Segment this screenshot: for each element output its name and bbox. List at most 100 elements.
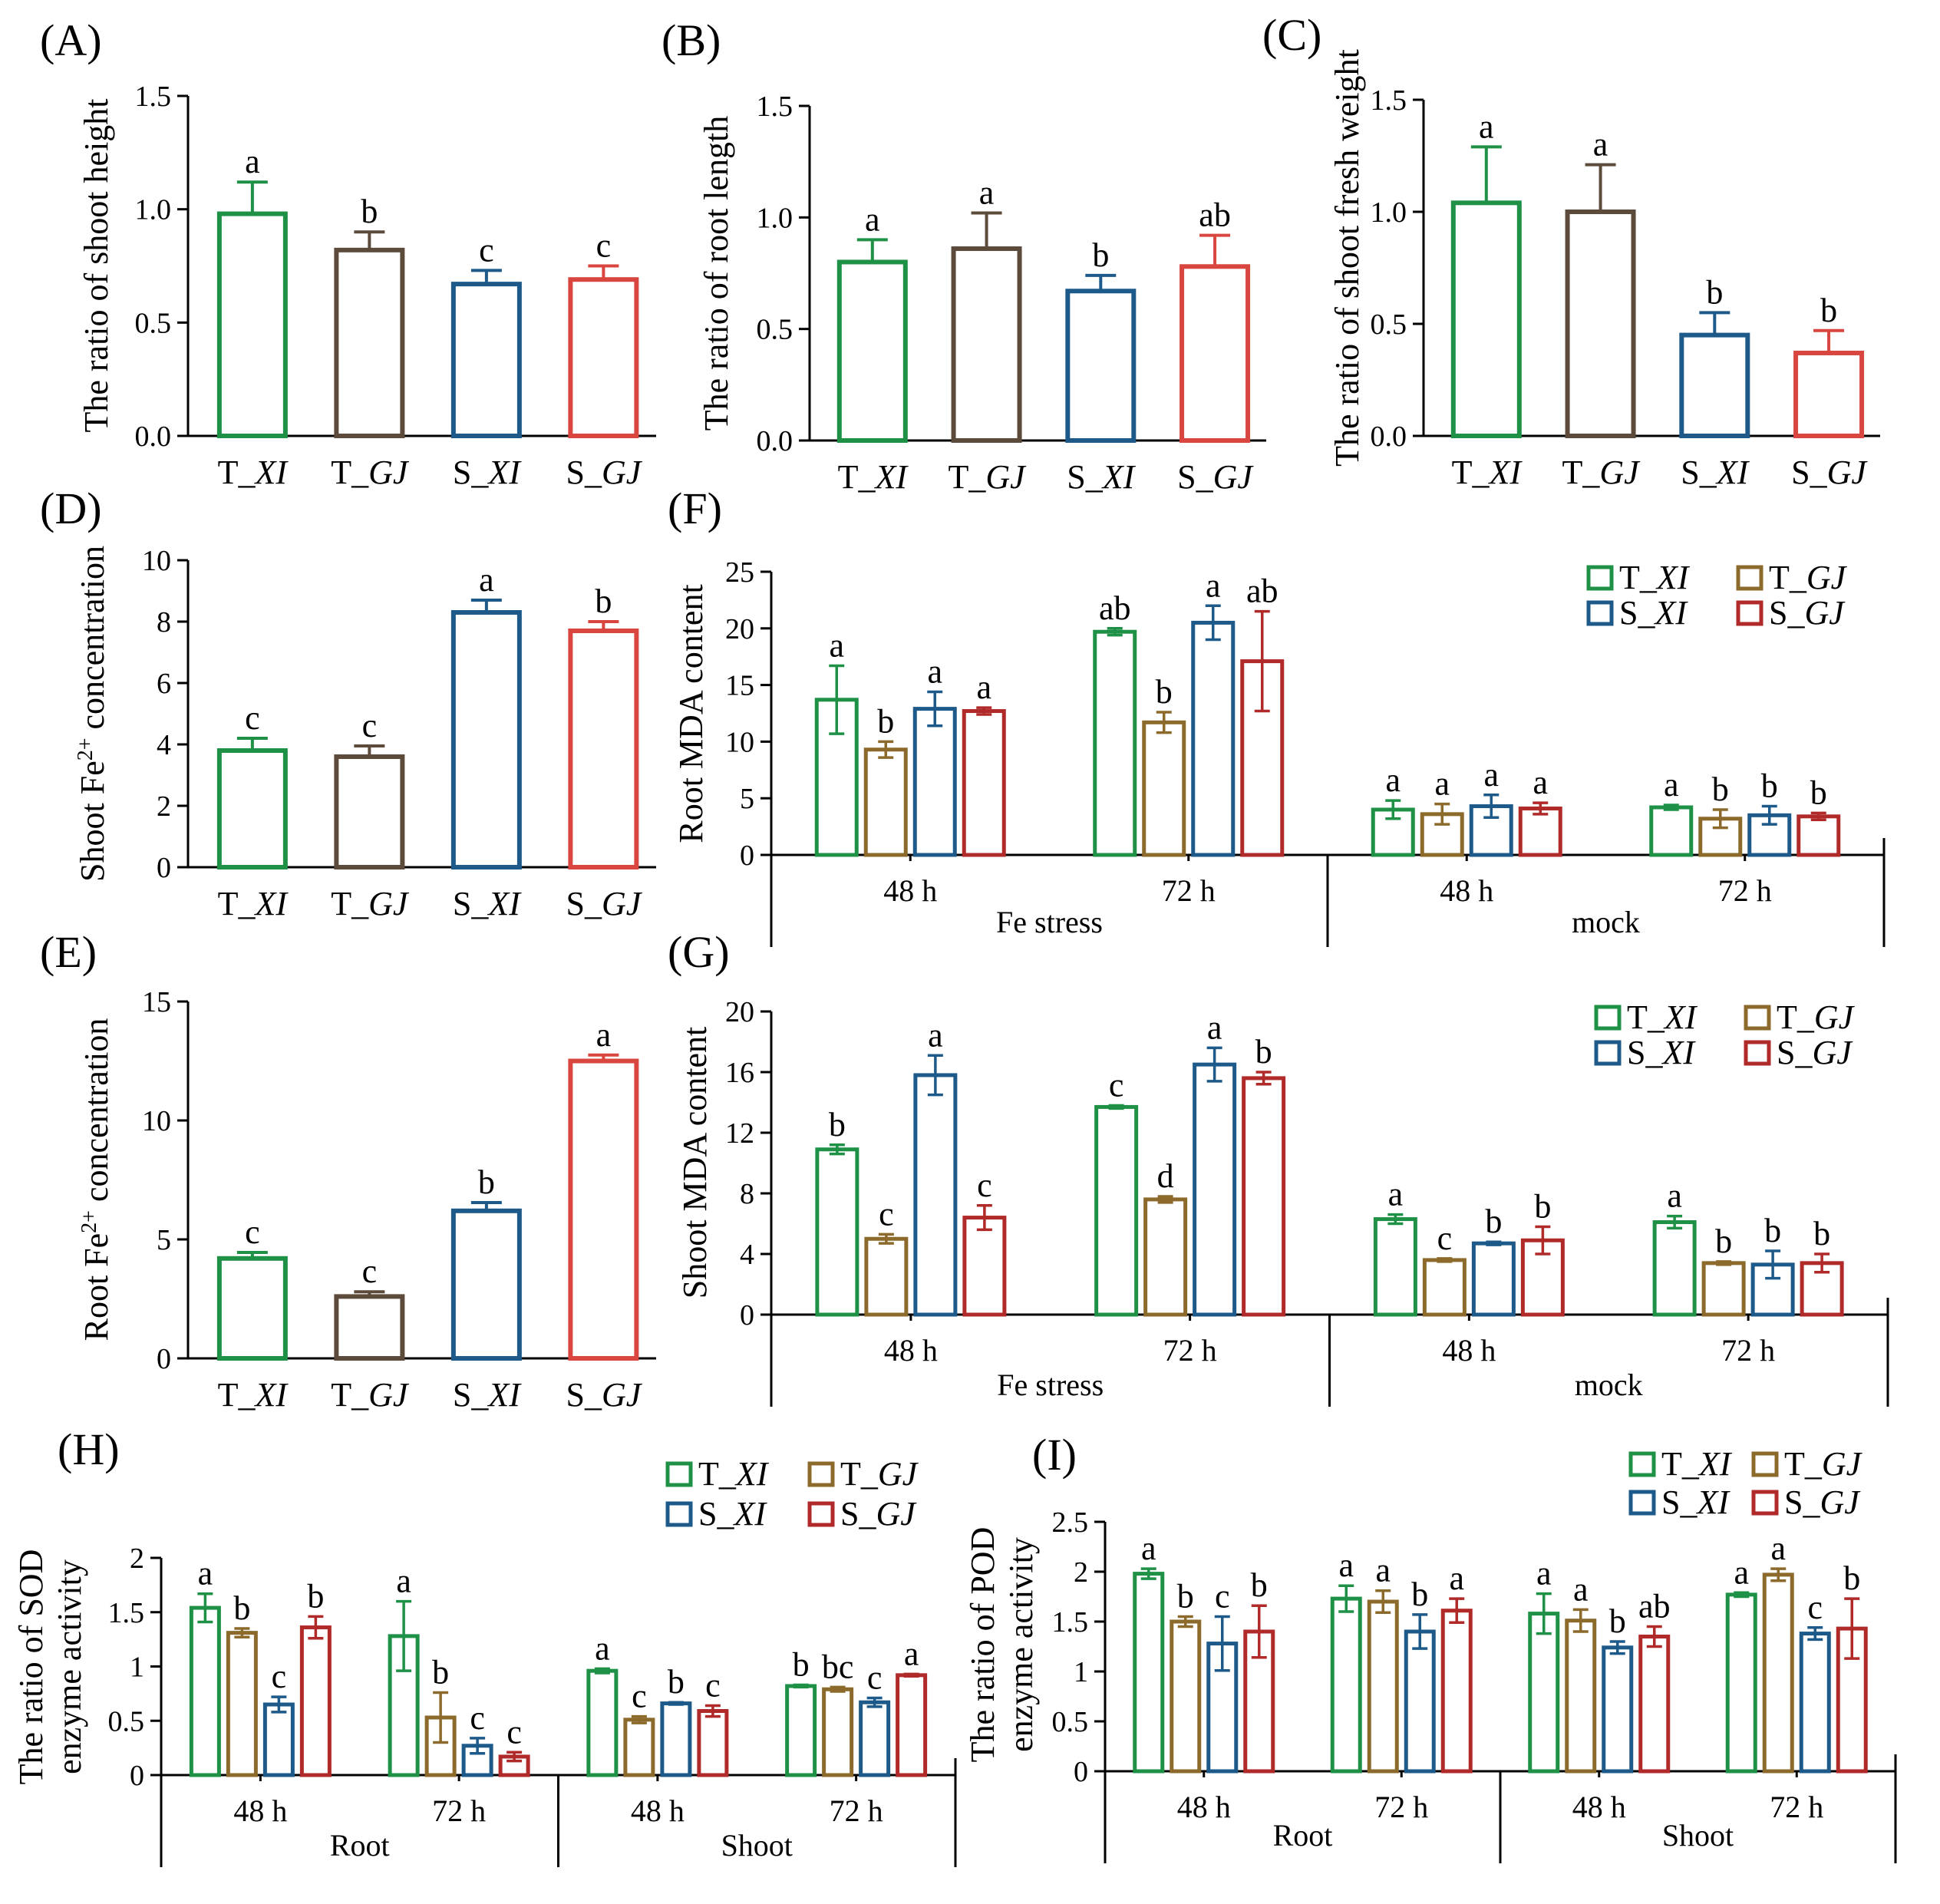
category-suffix: GJ [1814, 998, 1856, 1036]
y-axis-title-superscript: 2+ [78, 1210, 101, 1233]
category-prefix: S_ [1627, 1034, 1663, 1071]
bar-S_GJ [962, 709, 1006, 857]
significance-label: b [1813, 1215, 1830, 1252]
y-tick-label: 8 [740, 1178, 754, 1210]
significance-label: c [632, 1678, 647, 1715]
y-tick-label: 0 [130, 1760, 144, 1792]
panel-label-E: (E) [40, 927, 97, 977]
category-suffix: XI [1663, 998, 1698, 1036]
panel-label-B: (B) [662, 15, 721, 65]
time-group-label: 72 h [1718, 873, 1772, 908]
significance-label: c [1437, 1219, 1453, 1257]
category-prefix: S_ [1661, 1483, 1698, 1521]
significance-label: a [1141, 1529, 1156, 1567]
category-prefix: T_ [1452, 454, 1490, 491]
y-tick-label: 12 [725, 1117, 754, 1150]
bar-T_XI [189, 1605, 221, 1777]
legend-swatch-T_GJ [1744, 1005, 1771, 1031]
significance-label: a [1770, 1529, 1786, 1567]
x-category-label: T_GJ [331, 885, 410, 922]
bar-T_XI [1373, 1217, 1417, 1317]
significance-label: c [506, 1713, 522, 1751]
bar-T_XI [1330, 1596, 1362, 1774]
x-category-label: T_XI [1452, 454, 1523, 491]
significance-label: c [362, 1252, 378, 1290]
bar-S_XI [660, 1701, 692, 1777]
y-tick-label: 2 [1074, 1556, 1088, 1589]
time-group-label: 72 h [1721, 1333, 1775, 1368]
significance-label: a [396, 1562, 411, 1600]
significance-label: a [1388, 1176, 1404, 1213]
bar-T_GJ [864, 1236, 909, 1317]
y-tick-label: 0 [740, 1299, 754, 1331]
legend-label: S_XI [1619, 594, 1688, 632]
time-group-label: 72 h [1770, 1790, 1823, 1824]
significance-label: a [1483, 756, 1499, 794]
category-suffix: GJ [368, 454, 410, 491]
significance-label: a [1434, 765, 1450, 803]
bar-S_GJ [568, 629, 639, 870]
y-tick-label: 0 [157, 852, 171, 884]
y-tick-label: 0 [1074, 1756, 1088, 1788]
significance-label: a [1449, 1559, 1464, 1597]
significance-label: a [1533, 764, 1548, 801]
significance-label: b [478, 1163, 495, 1201]
significance-label: b [668, 1663, 685, 1701]
y-axis-title: The ratio of root length [698, 116, 735, 431]
significance-label: b [1411, 1576, 1428, 1613]
legend-swatch-S_XI [1594, 1040, 1622, 1066]
significance-label: ab [1199, 196, 1231, 234]
y-axis-title: Root Fe2+ concentration [78, 1018, 116, 1341]
time-group-label: 48 h [1440, 873, 1493, 908]
y-tick-label: 2 [157, 790, 171, 823]
significance-label: a [1593, 126, 1608, 163]
bar-S_GJ [1242, 1076, 1286, 1317]
y-tick-label: 16 [725, 1057, 754, 1089]
significance-label: b [1764, 1212, 1781, 1249]
x-category-label: T_GJ [948, 458, 1027, 496]
y-tick-label: 1.0 [757, 202, 793, 234]
legend-label: S_XI [698, 1495, 767, 1533]
significance-label: a [479, 561, 494, 599]
significance-label: b [233, 1589, 250, 1627]
category-suffix: GJ [602, 454, 643, 491]
y-tick-label: 1 [130, 1652, 144, 1684]
bar-S_GJ [568, 1058, 639, 1361]
category-prefix: T_ [1562, 454, 1600, 491]
category-suffix: GJ [876, 1495, 917, 1533]
bar-S_XI [859, 1700, 891, 1777]
condition-group-label: Shoot [1662, 1818, 1734, 1853]
significance-label: a [595, 1629, 610, 1667]
bar-T_GJ [1701, 1261, 1746, 1317]
significance-label: b [1485, 1203, 1502, 1240]
significance-label: b [1156, 673, 1173, 711]
time-group-label: 48 h [631, 1793, 685, 1828]
x-category-label: S_XI [453, 454, 522, 491]
time-group-label: 48 h [1442, 1333, 1496, 1368]
significance-label: a [1479, 107, 1494, 145]
bar-T_XI [1725, 1592, 1757, 1774]
chart-panel-B: (B) 0.0 0.5 1.0 1.5 The ratio of root length a… [662, 15, 1266, 496]
significance-label: b [1820, 292, 1837, 329]
category-suffix: GJ [1213, 458, 1255, 496]
significance-label: b [1534, 1187, 1551, 1225]
legend-label: T_XI [1661, 1445, 1733, 1483]
significance-label: a [928, 1016, 943, 1054]
bar-T_XI [1528, 1612, 1560, 1774]
significance-label: bc [822, 1648, 854, 1685]
bar-S_XI [913, 1073, 958, 1317]
legend-label: S_XI [1627, 1034, 1696, 1071]
category-prefix: S_ [453, 885, 489, 922]
y-tick-label: 8 [157, 606, 171, 639]
legend-swatch-T_GJ [807, 1461, 835, 1487]
time-group-label: 48 h [233, 1793, 287, 1828]
category-prefix: T_ [838, 458, 876, 496]
legend-label: S_XI [1661, 1483, 1730, 1521]
bar-T_GJ [1142, 720, 1186, 857]
x-category-label: T_XI [218, 1376, 289, 1414]
bar-T_GJ [863, 747, 908, 857]
legend-swatch-T_XI [1628, 1451, 1656, 1477]
condition-group-label: mock [1575, 1368, 1643, 1402]
bar-S_XI [1679, 332, 1750, 438]
